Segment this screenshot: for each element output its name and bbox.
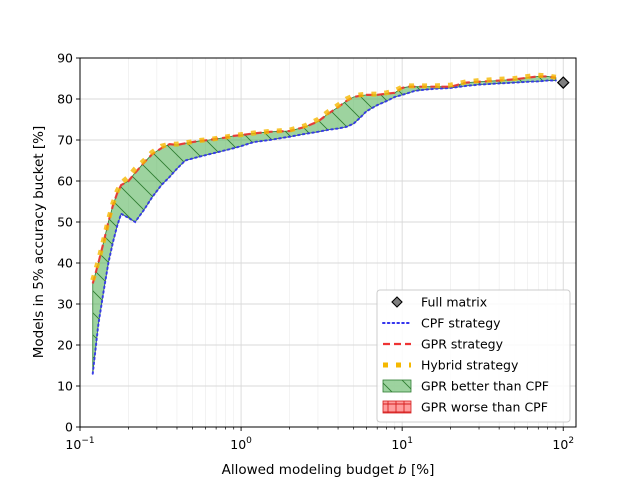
legend-label: CPF strategy bbox=[421, 316, 501, 331]
legend-label: GPR better than CPF bbox=[421, 379, 549, 394]
plot-frame bbox=[79, 57, 577, 428]
x-tick-label: 10−1 bbox=[65, 436, 94, 452]
legend-label: Full matrix bbox=[421, 295, 487, 310]
legend-frame bbox=[376, 289, 571, 423]
y-tick-label: 0 bbox=[65, 420, 73, 435]
y-tick-label: 60 bbox=[57, 174, 73, 189]
y-tick-label: 20 bbox=[57, 338, 73, 353]
legend-label: GPR worse than CPF bbox=[421, 400, 548, 415]
legend-label: GPR strategy bbox=[421, 337, 504, 352]
y-tick-label: 80 bbox=[57, 92, 73, 107]
legend-handle-hatch bbox=[383, 401, 411, 413]
series-lines bbox=[90, 72, 557, 375]
fill-gpr-better-hatch bbox=[92, 76, 556, 374]
y-tick-label: 90 bbox=[57, 51, 73, 66]
y-tick-label: 30 bbox=[57, 297, 73, 312]
series-line-cpf-strategy bbox=[91, 79, 557, 375]
x-tick-label: 102 bbox=[552, 436, 574, 452]
legend-handle-hatch bbox=[383, 380, 411, 392]
series-line-hybrid-strategy bbox=[90, 72, 557, 281]
x-tick-label: 101 bbox=[391, 436, 413, 452]
legend-handle-full-matrix bbox=[391, 296, 403, 308]
legend: Full matrix CPF strategy GPR strategy Hybri… bbox=[376, 289, 571, 423]
x-axis-label: Allowed modeling budget b [%] bbox=[222, 462, 435, 478]
y-tick-label: 50 bbox=[57, 215, 73, 230]
y-axis-label: Models in 5% accuracy bucket [%] bbox=[31, 126, 47, 359]
axis-ticks: 0 10 20 30 40 50 60 70 80 90 10−1 100 101 102 bbox=[57, 51, 574, 453]
series-line-gpr-strategy bbox=[91, 75, 557, 284]
markers bbox=[556, 76, 570, 89]
y-tick-label: 70 bbox=[57, 133, 73, 148]
full-matrix-marker bbox=[556, 76, 570, 89]
x-tick-label: 100 bbox=[230, 436, 252, 452]
legend-label: Hybrid strategy bbox=[421, 358, 519, 373]
y-tick-label: 10 bbox=[57, 379, 73, 394]
y-tick-label: 40 bbox=[57, 256, 73, 271]
